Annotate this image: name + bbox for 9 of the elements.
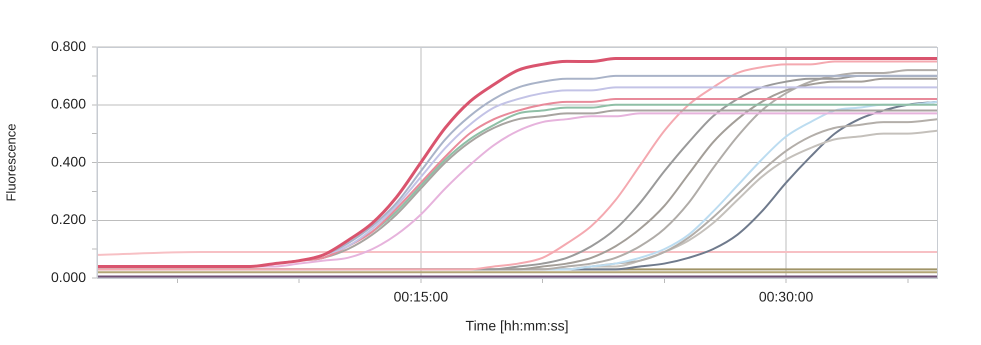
x-tick-label: 00:15:00 — [394, 288, 448, 304]
y-tick-label: 0.400 — [50, 153, 86, 170]
y-tick-label: 0.600 — [50, 96, 86, 112]
y-tick-label: 0.200 — [50, 211, 86, 228]
y-tick-label: 0.000 — [50, 268, 86, 285]
x-tick-label: 00:30:00 — [758, 288, 814, 304]
y-axis-title: Fluorescence — [3, 123, 18, 202]
x-axis-title: Time [hh:mm:ss] — [466, 317, 568, 334]
y-tick-label: 0.800 — [50, 38, 86, 54]
